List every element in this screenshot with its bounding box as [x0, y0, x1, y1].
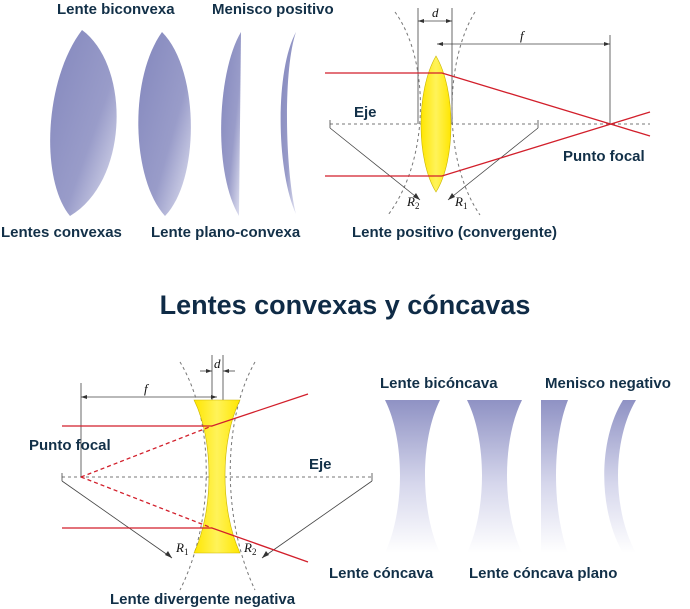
ray-top-diverge	[62, 393, 309, 427]
r1-label-bottom: R1	[175, 540, 188, 557]
label-positive-meniscus: Menisco positivo	[212, 1, 334, 18]
biconvex-lens-1	[50, 30, 117, 216]
label-plano-convex: Lente plano-convexa	[151, 224, 301, 241]
biconcave-lens-2	[467, 400, 522, 553]
r1-label-top: R1	[454, 194, 467, 211]
dim-d-label: d	[432, 5, 439, 20]
label-convex-lenses: Lentes convexas	[1, 224, 122, 241]
convex-lens-group	[50, 30, 296, 216]
focal-point-label-top: Punto focal	[563, 148, 645, 165]
r2-label-bottom: R2	[243, 540, 256, 557]
radius-line-r2	[329, 127, 421, 201]
negative-lens-caption: Lente divergente negativa	[110, 591, 296, 608]
negative-meniscus-lens	[604, 400, 636, 553]
plano-convex-lens	[221, 32, 241, 216]
page-title: Lentes convexas y cóncavas	[160, 290, 531, 320]
r2-label-top: R2	[406, 194, 419, 211]
ray-top-virtual	[80, 425, 213, 478]
ray-bottom-converge	[325, 111, 651, 177]
curvature-arc-right	[229, 361, 256, 591]
ray-top-converge	[325, 72, 651, 137]
radius-line-r1-bottom	[61, 480, 173, 559]
positive-meniscus-lens	[280, 32, 296, 214]
biconvex-lens-2	[138, 32, 191, 216]
dim-f-label: f	[520, 28, 526, 43]
biconcave-lens-1	[385, 400, 440, 553]
label-plano-concave: Lente cóncava plano	[469, 565, 617, 582]
negative-lens-diagram: f d	[61, 355, 373, 591]
concave-lens-group	[385, 400, 636, 553]
curvature-arc-r1	[387, 11, 421, 216]
label-biconvex: Lente biconvexa	[57, 1, 175, 18]
positive-lens-caption: Lente positivo (convergente)	[352, 224, 557, 241]
axis-label-bottom: Eje	[309, 456, 332, 473]
negative-lens-shape	[193, 399, 241, 554]
plano-concave-lens	[541, 400, 568, 553]
ray-bottom-virtual	[80, 476, 213, 529]
positive-lens-diagram: d f	[325, 5, 651, 216]
positive-lens-shape	[420, 55, 452, 193]
radius-line-r1	[447, 127, 539, 201]
curvature-arc-left	[179, 361, 207, 591]
dim-d-label-bottom: d	[214, 356, 221, 371]
axis-label-top: Eje	[354, 104, 377, 121]
radius-line-r2-bottom	[261, 480, 373, 559]
label-concave-lens: Lente cóncava	[329, 565, 434, 582]
label-negative-meniscus: Menisco negativo	[545, 375, 671, 392]
curvature-arc-r2	[451, 11, 481, 216]
focal-point-label-bottom: Punto focal	[29, 437, 111, 454]
label-biconcave: Lente bicóncava	[380, 375, 498, 392]
dim-f-label-bottom: f	[144, 381, 150, 396]
